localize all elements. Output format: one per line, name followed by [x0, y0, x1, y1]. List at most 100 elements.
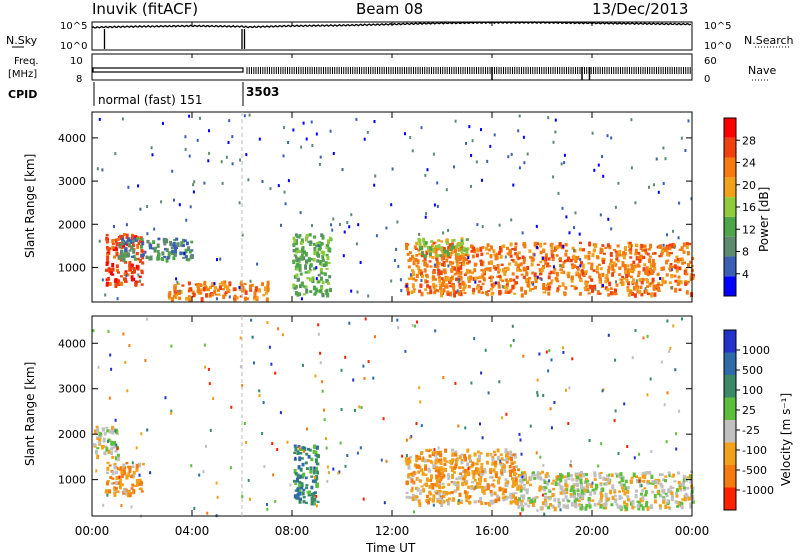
range-cell: [124, 360, 127, 364]
range-cell: [579, 279, 583, 283]
range-cell: [110, 367, 113, 371]
range-cell: [435, 482, 439, 486]
range-cell: [114, 449, 118, 453]
range-cell: [203, 280, 207, 285]
range-cell: [304, 264, 307, 268]
range-cell: [434, 284, 438, 288]
range-cell: [125, 254, 129, 258]
range-cell: [553, 497, 557, 502]
xtick-label: 12:00: [375, 524, 410, 538]
range-cell: [130, 475, 134, 478]
range-cell: [428, 491, 432, 494]
range-cell: [222, 294, 226, 300]
range-cell: [581, 498, 585, 501]
range-cell: [509, 278, 513, 283]
range-cell: [550, 279, 554, 283]
range-cell: [188, 250, 192, 254]
range-cell: [635, 286, 639, 291]
range-cell: [295, 267, 299, 271]
colorbar-tick-label: 8: [742, 246, 749, 259]
range-cell: [436, 181, 439, 185]
range-cell: [499, 254, 503, 259]
range-cell: [547, 505, 551, 510]
range-cell: [507, 155, 510, 159]
range-cell: [627, 293, 631, 297]
range-cell: [590, 266, 594, 271]
range-cell: [312, 258, 316, 262]
range-cell: [437, 268, 441, 274]
range-cell: [478, 470, 482, 476]
range-cell: [440, 256, 444, 261]
range-cell: [591, 252, 595, 258]
range-cell: [466, 462, 470, 467]
range-cell: [471, 481, 474, 484]
range-cell: [430, 483, 434, 485]
range-cell: [436, 497, 440, 502]
range-cell: [453, 272, 457, 276]
range-cell: [127, 237, 130, 242]
range-cell: [569, 459, 572, 463]
range-cell: [651, 277, 655, 283]
range-cell: [670, 491, 674, 496]
range-cell: [440, 246, 444, 252]
range-cell: [660, 266, 664, 271]
range-cell: [408, 476, 412, 480]
range-cell: [533, 272, 537, 278]
range-cell: [286, 440, 289, 444]
range-cell: [189, 205, 192, 209]
range-cell: [588, 504, 592, 509]
range-cell: [536, 391, 539, 395]
range-cell: [599, 249, 603, 254]
colorbar-swatch: [724, 236, 736, 257]
range-cell: [419, 283, 423, 288]
range-cell: [618, 273, 622, 277]
range-cell: [106, 429, 110, 433]
range-cell: [320, 241, 324, 246]
range-cell: [493, 464, 497, 468]
range-cell: [689, 492, 693, 498]
range-cell: [436, 254, 440, 257]
range-cell: [481, 282, 485, 286]
range-cell: [450, 481, 454, 484]
range-cell: [303, 446, 307, 452]
range-cell: [684, 149, 687, 152]
range-cell: [314, 479, 317, 484]
range-cell: [239, 282, 243, 285]
range-cell: [213, 289, 217, 294]
range-cell: [445, 491, 448, 496]
range-cell: [637, 506, 641, 511]
range-cell: [438, 492, 442, 497]
colorbar-swatch: [724, 397, 736, 420]
range-cell: [666, 319, 669, 323]
range-cell: [105, 233, 109, 237]
range-cell: [561, 264, 565, 268]
range-cell: [457, 280, 460, 284]
range-cell: [422, 488, 426, 493]
range-cell: [470, 381, 473, 385]
freq-panel: Freq. [MHz] 10 8 60 0 Nave: [8, 53, 776, 85]
range-cell: [631, 356, 634, 360]
range-cell: [570, 279, 574, 283]
range-cell: [122, 469, 126, 472]
range-cell: [459, 499, 463, 502]
range-cell: [564, 252, 568, 257]
range-cell: [414, 324, 416, 328]
range-cell: [435, 475, 439, 479]
range-cell: [630, 118, 633, 122]
range-cell: [332, 217, 335, 221]
range-cell: [645, 266, 649, 271]
range-cell: [623, 264, 627, 268]
range-cell: [544, 473, 548, 479]
range-cell: [317, 280, 321, 284]
range-cell: [534, 277, 537, 281]
range-cell: [500, 473, 504, 477]
range-cell: [428, 484, 432, 489]
range-cell: [475, 160, 478, 164]
range-cell: [434, 453, 438, 458]
range-cell: [474, 280, 477, 284]
range-cell: [458, 466, 461, 470]
range-cell: [421, 274, 424, 279]
range-cell: [597, 263, 601, 266]
range-cell: [471, 271, 475, 275]
